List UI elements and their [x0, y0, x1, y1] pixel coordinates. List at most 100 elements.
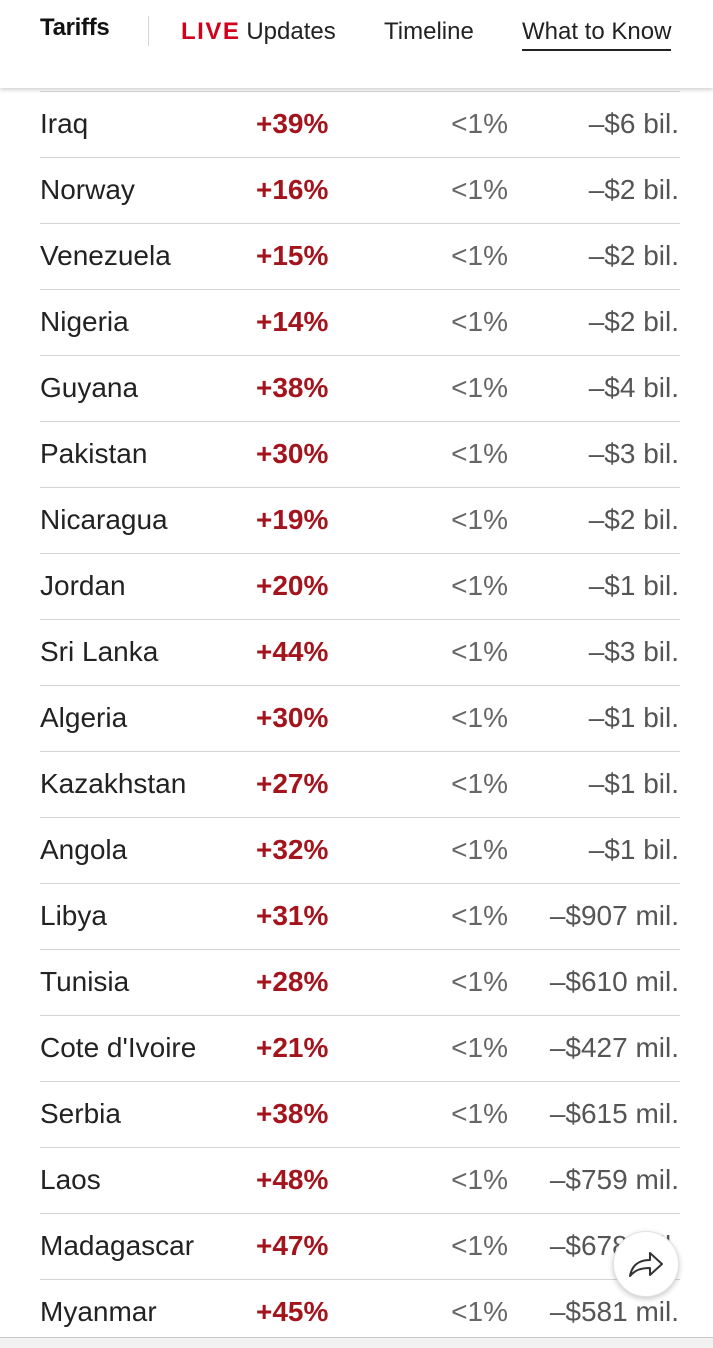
- country-cell: Myanmar: [40, 1296, 157, 1327]
- table-row: Nicaragua +19% <1% –$2 bil.: [40, 488, 680, 554]
- import-value-change-cell: –$610 mil.: [549, 966, 679, 997]
- tariff-rate-cell: +31%: [256, 900, 329, 931]
- share-button[interactable]: [613, 1231, 679, 1297]
- tariff-rate-cell: +20%: [256, 570, 329, 601]
- country-cell: Iraq: [40, 108, 89, 139]
- table-row: Libya +31% <1% –$907 mil.: [40, 884, 680, 950]
- table-row: Sri Lanka +44% <1% –$3 bil.: [40, 620, 680, 686]
- table-row: Algeria +30% <1% –$1 bil.: [40, 686, 680, 752]
- import-value-change-cell: –$581 mil.: [549, 1296, 679, 1327]
- tariff-rate-cell: +19%: [256, 504, 329, 535]
- import-value-change-cell: –$615 mil.: [549, 1098, 679, 1129]
- import-share-cell: <1%: [451, 1098, 508, 1129]
- tariff-rate-cell: +16%: [256, 174, 329, 205]
- country-cell: Sri Lanka: [40, 636, 159, 667]
- table-row: Madagascar +47% <1% –$678 mil.: [40, 1214, 680, 1280]
- country-cell: Venezuela: [40, 240, 171, 271]
- import-value-change-cell: –$2 bil.: [588, 174, 679, 205]
- tariff-table: Iraq +39% <1% –$6 bil. Norway +16% <1% –$2 bil.…: [40, 91, 680, 1346]
- country-cell: Laos: [40, 1164, 101, 1195]
- import-share-cell: <1%: [451, 504, 508, 535]
- tariff-rate-cell: +38%: [256, 1098, 329, 1129]
- country-cell: Nicaragua: [40, 504, 168, 535]
- import-share-cell: <1%: [451, 1296, 508, 1327]
- table-row: Jordan +20% <1% –$1 bil.: [40, 554, 680, 620]
- tariff-rate-cell: +30%: [256, 702, 329, 733]
- table-row: Norway +16% <1% –$2 bil.: [40, 158, 680, 224]
- tariff-rate-cell: +21%: [256, 1032, 329, 1063]
- import-value-change-cell: –$907 mil.: [549, 900, 679, 931]
- country-cell: Angola: [40, 834, 128, 865]
- table-row: Pakistan +30% <1% –$3 bil.: [40, 422, 680, 488]
- import-share-cell: <1%: [451, 702, 508, 733]
- import-value-change-cell: –$1 bil.: [588, 834, 679, 865]
- country-cell: Pakistan: [40, 438, 148, 469]
- tariff-rate-cell: +32%: [256, 834, 329, 865]
- import-share-cell: <1%: [451, 1164, 508, 1195]
- table-row: Cote d'Ivoire +21% <1% –$427 mil.: [40, 1016, 680, 1082]
- table-row: Laos +48% <1% –$759 mil.: [40, 1148, 680, 1214]
- import-share-cell: <1%: [451, 240, 508, 271]
- country-cell: Kazakhstan: [40, 768, 187, 799]
- table-row: Iraq +39% <1% –$6 bil.: [40, 92, 680, 158]
- import-value-change-cell: –$3 bil.: [588, 636, 679, 667]
- tariff-rate-cell: +47%: [256, 1230, 329, 1261]
- country-cell: Guyana: [40, 372, 139, 403]
- import-value-change-cell: –$2 bil.: [588, 306, 679, 337]
- import-share-cell: <1%: [451, 570, 508, 601]
- bottom-edge: [0, 1337, 713, 1348]
- tariff-rate-cell: +39%: [256, 108, 329, 139]
- top-nav-bar: Tariffs LIVE Updates Timeline What to Kno…: [0, 0, 713, 88]
- live-updates-link[interactable]: LIVE Updates: [181, 18, 336, 46]
- updates-label: Updates: [246, 18, 336, 45]
- import-value-change-cell: –$3 bil.: [588, 438, 679, 469]
- import-share-cell: <1%: [451, 768, 508, 799]
- import-value-change-cell: –$2 bil.: [588, 240, 679, 271]
- share-arrow-icon: [629, 1252, 663, 1277]
- table-row: Myanmar +45% <1% –$581 mil.: [40, 1280, 680, 1346]
- tariff-rate-cell: +30%: [256, 438, 329, 469]
- live-label: LIVE: [181, 18, 241, 45]
- country-cell: Libya: [40, 900, 107, 931]
- tariff-rate-cell: +28%: [256, 966, 329, 997]
- import-value-change-cell: –$1 bil.: [588, 768, 679, 799]
- table-row: Tunisia +28% <1% –$610 mil.: [40, 950, 680, 1016]
- import-value-change-cell: –$1 bil.: [588, 702, 679, 733]
- table-row: Nigeria +14% <1% –$2 bil.: [40, 290, 680, 356]
- tariff-rate-cell: +14%: [256, 306, 329, 337]
- import-value-change-cell: –$759 mil.: [549, 1164, 679, 1195]
- tariff-rate-cell: +44%: [256, 636, 329, 667]
- tariff-rate-cell: +45%: [256, 1296, 329, 1327]
- timeline-link[interactable]: Timeline: [384, 18, 474, 45]
- import-share-cell: <1%: [451, 306, 508, 337]
- country-cell: Norway: [40, 174, 135, 205]
- import-value-change-cell: –$427 mil.: [549, 1032, 679, 1063]
- import-share-cell: <1%: [451, 108, 508, 139]
- import-share-cell: <1%: [451, 1032, 508, 1063]
- import-share-cell: <1%: [451, 636, 508, 667]
- what-to-know-link[interactable]: What to Know: [522, 18, 672, 51]
- country-cell: Jordan: [40, 570, 126, 601]
- import-share-cell: <1%: [451, 1230, 508, 1261]
- country-cell: Tunisia: [40, 966, 130, 997]
- tariff-rate-cell: +48%: [256, 1164, 329, 1195]
- country-cell: Madagascar: [40, 1230, 195, 1261]
- country-cell: Nigeria: [40, 306, 129, 337]
- country-cell: Algeria: [40, 702, 128, 733]
- table-row: Angola +32% <1% –$1 bil.: [40, 818, 680, 884]
- tariff-rate-cell: +15%: [256, 240, 329, 271]
- import-share-cell: <1%: [451, 966, 508, 997]
- import-share-cell: <1%: [451, 372, 508, 403]
- import-value-change-cell: –$6 bil.: [588, 108, 679, 139]
- import-share-cell: <1%: [451, 174, 508, 205]
- brand-tariffs-link[interactable]: Tariffs: [40, 14, 110, 41]
- table-row: Guyana +38% <1% –$4 bil.: [40, 356, 680, 422]
- table-row: Kazakhstan +27% <1% –$1 bil.: [40, 752, 680, 818]
- import-share-cell: <1%: [451, 900, 508, 931]
- import-value-change-cell: –$1 bil.: [588, 570, 679, 601]
- country-cell: Cote d'Ivoire: [40, 1032, 197, 1063]
- tariff-rate-cell: +38%: [256, 372, 329, 403]
- import-value-change-cell: –$2 bil.: [588, 504, 679, 535]
- table-row: Venezuela +15% <1% –$2 bil.: [40, 224, 680, 290]
